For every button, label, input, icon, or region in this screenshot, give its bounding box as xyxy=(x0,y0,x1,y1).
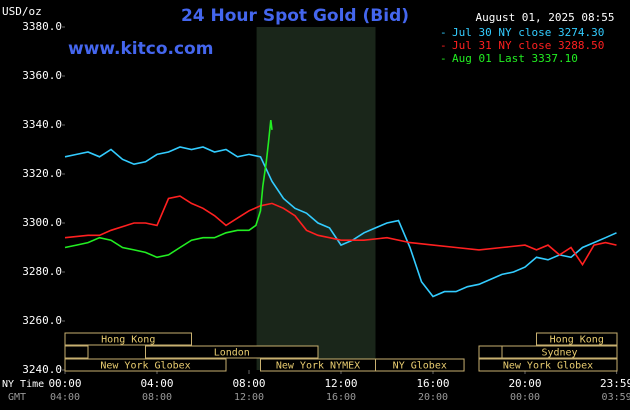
session-label: NY Globex xyxy=(393,361,447,372)
x2-tick-label: 20:00 xyxy=(418,392,448,403)
series-line xyxy=(64,195,617,267)
session-box xyxy=(478,358,618,372)
session-box xyxy=(501,345,618,359)
x-tick-label: 20:00 xyxy=(508,377,541,390)
y-tick-label: 3260.0 xyxy=(22,314,62,327)
x-tick-label: 12:00 xyxy=(324,377,357,390)
x2-tick-label: 00:00 xyxy=(510,392,540,403)
session-box xyxy=(536,332,618,346)
y-tick-label: 3300.0 xyxy=(22,216,62,229)
session-label: New York Globex xyxy=(100,361,190,372)
x2-tick-label: 16:00 xyxy=(326,392,356,403)
x-tick-label: 04:00 xyxy=(140,377,173,390)
legend-label: Jul 30 NY close 3274.30 xyxy=(452,26,604,39)
shaded-region xyxy=(256,27,376,370)
session-label: New York NYMEX xyxy=(276,361,360,372)
session-box xyxy=(375,358,465,372)
legend-label: Aug 01 Last 3337.10 xyxy=(452,52,578,65)
legend-label: Jul 31 NY close 3288.50 xyxy=(452,39,604,52)
y-tick-label: 3360.0 xyxy=(22,69,62,82)
y-tick-label: 3240.0 xyxy=(22,363,62,376)
session-box xyxy=(145,345,319,359)
x-axis-label: NY Time xyxy=(2,379,44,390)
x-tick-label: 23:59 xyxy=(600,377,630,390)
x2-axis-label: GMT xyxy=(8,392,26,403)
x-tick-label: 16:00 xyxy=(416,377,449,390)
legend-marker: - xyxy=(440,52,447,65)
y-tick-label: 3320.0 xyxy=(22,167,62,180)
x-tick-label: 08:00 xyxy=(232,377,265,390)
website: www.kitco.com xyxy=(68,39,213,59)
x-tick-label: 00:00 xyxy=(48,377,81,390)
series-line xyxy=(64,146,617,298)
session-label: London xyxy=(214,348,250,359)
session-label: Sydney xyxy=(541,348,577,359)
session-box xyxy=(64,358,227,372)
y-tick-label: 3340.0 xyxy=(22,118,62,131)
session-box xyxy=(64,332,192,346)
series-line xyxy=(64,120,273,259)
session-label: Hong Kong xyxy=(101,335,155,346)
session-box xyxy=(64,345,89,359)
session-label: Hong Kong xyxy=(550,335,604,346)
session-label: New York Globex xyxy=(503,361,593,372)
y-tick-label: 3280.0 xyxy=(22,265,62,278)
x2-tick-label: 03:59 xyxy=(602,392,630,403)
legend-marker: - xyxy=(440,39,447,52)
y-tick-label: 3380.0 xyxy=(22,20,62,33)
x2-tick-label: 12:00 xyxy=(234,392,264,403)
session-box xyxy=(478,345,503,359)
legend-marker: - xyxy=(440,26,447,39)
y-axis-label: USD/oz xyxy=(2,5,42,18)
chart-title: 24 Hour Spot Gold (Bid) xyxy=(181,6,409,26)
x2-tick-label: 04:00 xyxy=(50,392,80,403)
x2-tick-label: 08:00 xyxy=(142,392,172,403)
timestamp: August 01, 2025 08:55 xyxy=(475,11,614,24)
